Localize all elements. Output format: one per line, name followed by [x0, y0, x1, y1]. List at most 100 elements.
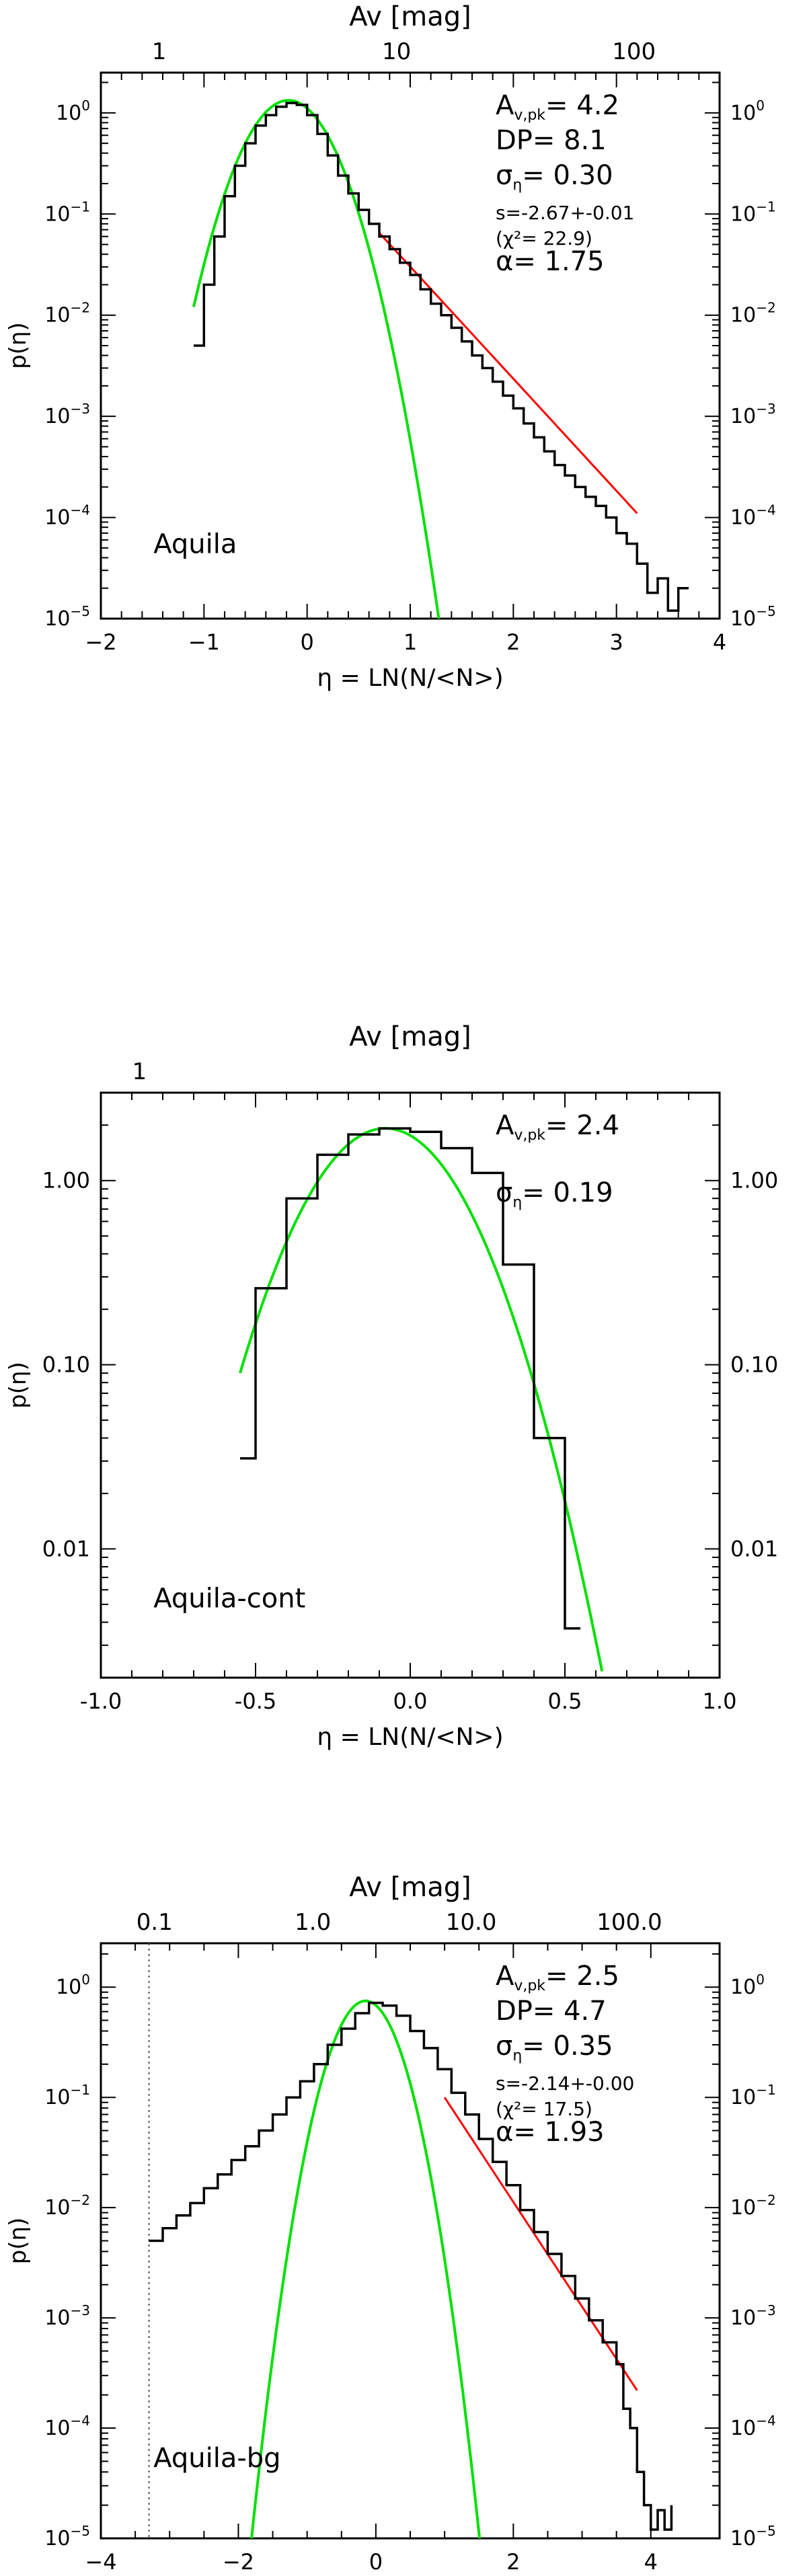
- x-tick-label: 0.0: [393, 1688, 428, 1714]
- x-tick-label: −4: [85, 2549, 116, 2575]
- y-tick-label-left: 10−1: [44, 2082, 90, 2109]
- y-tick-label-right: 10−2: [730, 300, 776, 327]
- x-axis-label: η = LN(N/<N>): [317, 1723, 503, 1751]
- y-tick-label-left: 1.00: [42, 1168, 90, 1194]
- annotation-main: s=-2.67+-0.01: [496, 202, 634, 224]
- y-tick-label-right: 10−5: [730, 2523, 776, 2550]
- stat-annotation: (χ²= 22.9): [496, 227, 592, 249]
- stat-annotation: s=-2.67+-0.01: [496, 202, 634, 224]
- annotation-main: s=-2.14+-0.00: [496, 2072, 634, 2095]
- y-tick-label-left: 10−2: [44, 2192, 90, 2220]
- y-tick-label-right: 10−3: [730, 2302, 776, 2330]
- y-tick-label-left: 10−5: [44, 2523, 90, 2550]
- y-tick-label-right: 0.10: [730, 1352, 778, 1378]
- top-axis-tick-label: 0.1: [137, 1909, 173, 1936]
- annotation-main: (χ²= 22.9): [496, 227, 592, 249]
- x-axis-label: η = LN(N/<N>): [317, 664, 503, 692]
- annotation-subscript: η: [512, 1194, 522, 1211]
- top-axis-label: Av [mag]: [349, 1872, 471, 1903]
- y-tick-label-right: 10−4: [730, 2413, 776, 2440]
- panel-aquila: −2 −1 0 1 2 3 410−5 10−510−4 10−410−3 10−310−2 10−…: [5, 1, 776, 692]
- lognormal-fit-curve: [192, 99, 440, 619]
- y-tick-label-right: 1.00: [730, 1168, 778, 1194]
- annotation-main: α= 1.93: [496, 2117, 605, 2148]
- stat-annotation: ση= 0.35: [496, 2031, 613, 2064]
- annotation-value: = 2.4: [545, 1110, 619, 1141]
- y-tick-label-left: 100: [56, 1972, 90, 1999]
- y-tick-label-left: 10−3: [44, 2302, 90, 2330]
- y-axis-label: p(η): [5, 1362, 32, 1409]
- histogram-step-line: [240, 1127, 580, 1630]
- y-tick-label-left: 10−5: [44, 603, 90, 631]
- y-tick-label-left: 10−1: [44, 198, 90, 226]
- annotation-main: DP= 4.7: [496, 1996, 607, 2027]
- y-tick-label-left: 10−2: [44, 300, 90, 327]
- annotation-subscript: η: [512, 177, 522, 194]
- annotation-subscript: η: [512, 2047, 522, 2064]
- panel-label: Aquila-cont: [153, 1584, 305, 1614]
- stat-annotation: (χ²= 17.5): [496, 2098, 592, 2120]
- y-tick-label-left: 10−4: [44, 502, 90, 530]
- annotation-main: α= 1.75: [496, 246, 605, 277]
- x-tick-label: −1: [188, 629, 220, 655]
- annotation-main: DP= 8.1: [496, 125, 607, 156]
- top-axis-tick-label: 100.0: [597, 1909, 662, 1936]
- top-axis-tick-label: 1: [132, 1058, 147, 1085]
- x-tick-label: −2: [223, 2549, 254, 2575]
- plot-area: [192, 99, 689, 619]
- stat-annotation: DP= 8.1: [496, 125, 607, 156]
- histogram-step-line: [194, 102, 689, 612]
- y-tick-label-right: 100: [730, 1972, 765, 1999]
- x-tick-label: 2: [506, 2549, 520, 2575]
- lognormal-fit-curve: [239, 1127, 604, 1672]
- y-tick-label-right: 10−4: [730, 502, 776, 530]
- panel-label: Aquila: [153, 529, 237, 560]
- plot-area: [149, 1999, 673, 2538]
- plot-area: [239, 1127, 604, 1672]
- annotation-subscript: v,pk: [514, 1127, 545, 1144]
- annotation-main: σ: [496, 1177, 512, 1208]
- lognormal-fit-curve: [250, 1999, 482, 2538]
- annotation-subscript: v,pk: [514, 1978, 545, 1994]
- power-law-fit-line: [378, 232, 638, 514]
- annotation-value: = 0.30: [522, 160, 613, 191]
- top-axis-tick-label: 10: [382, 38, 411, 65]
- y-tick-label-right: 10−5: [730, 603, 776, 631]
- y-axis-label: p(η): [5, 322, 32, 369]
- annotation-main: A: [496, 90, 514, 121]
- x-tick-label: −2: [85, 629, 116, 655]
- annotation-subscript: v,pk: [514, 107, 545, 124]
- stat-annotation: Av,pk= 2.5: [496, 1961, 619, 1994]
- stat-annotation: s=-2.14+-0.00: [496, 2072, 634, 2095]
- stat-annotation: Av,pk= 2.4: [496, 1110, 619, 1144]
- x-tick-label: -1.0: [80, 1688, 122, 1714]
- y-tick-label-right: 10−1: [730, 198, 776, 226]
- y-tick-label-right: 10−3: [730, 401, 776, 428]
- top-axis-tick-label: 10.0: [446, 1909, 497, 1936]
- panel-aquila-bg: −4 −2 0 2 4 10−5 10−5 10−4 10−4 10−3 10−3 10−2 10−2 1…: [5, 1872, 776, 2575]
- top-axis-tick-label: 1: [152, 38, 167, 65]
- x-tick-label: 4: [644, 2549, 658, 2575]
- annotation-value: = 4.2: [545, 90, 619, 121]
- y-tick-label-right: 100: [730, 97, 765, 125]
- y-tick-label-left: 100: [56, 97, 90, 125]
- annotation-main: A: [496, 1110, 514, 1141]
- top-axis-label: Av [mag]: [349, 1021, 471, 1052]
- x-tick-label: 2: [506, 629, 520, 655]
- stat-annotation: ση= 0.30: [496, 160, 613, 194]
- y-tick-label-left: 10−4: [44, 2413, 90, 2440]
- y-tick-label-right: 0.01: [730, 1536, 778, 1562]
- x-tick-label: 3: [609, 629, 623, 655]
- y-axis-label: p(η): [5, 2218, 32, 2265]
- annotation-main: σ: [496, 2031, 512, 2062]
- annotation-main: A: [496, 1961, 514, 1992]
- x-tick-label: 1.0: [703, 1688, 737, 1714]
- panel-label: Aquila-bg: [153, 2443, 280, 2474]
- top-axis-tick-label: 1.0: [295, 1909, 331, 1936]
- y-tick-label-left: 0.10: [42, 1352, 90, 1378]
- stat-annotation: DP= 4.7: [496, 1996, 607, 2027]
- annotation-main: (χ²= 17.5): [496, 2098, 592, 2120]
- histogram-step-line: [149, 2001, 673, 2531]
- stat-annotation: α= 1.75: [496, 246, 605, 277]
- y-tick-label-right: 10−1: [730, 2082, 776, 2109]
